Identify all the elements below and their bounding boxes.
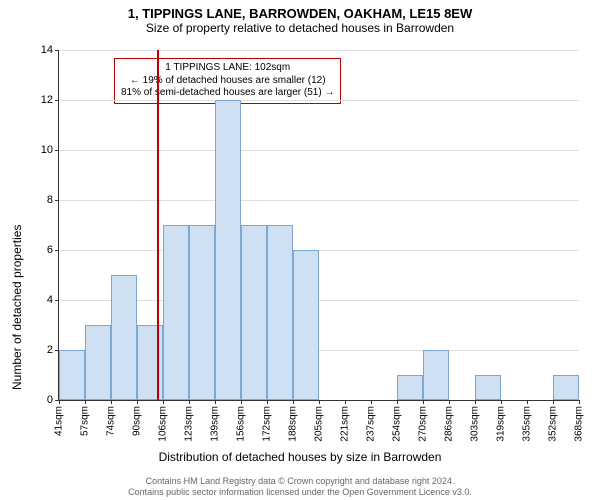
histogram-bar — [189, 225, 215, 400]
histogram-bar — [137, 325, 163, 400]
footer: Contains HM Land Registry data © Crown c… — [0, 476, 600, 498]
xtick-label: 156sqm — [236, 406, 247, 442]
annotation-box: 1 TIPPINGS LANE: 102sqm ← 19% of detache… — [114, 58, 341, 104]
xtick-mark — [397, 400, 398, 404]
xtick-label: 123sqm — [184, 406, 195, 442]
reference-line — [157, 50, 159, 400]
histogram-bar — [163, 225, 189, 400]
x-axis-label: Distribution of detached houses by size … — [0, 450, 600, 464]
histogram-bar — [215, 100, 241, 400]
xtick-mark — [59, 400, 60, 404]
xtick-label: 74sqm — [106, 406, 117, 436]
gridline — [59, 300, 579, 301]
plot-area: 1 TIPPINGS LANE: 102sqm ← 19% of detache… — [58, 50, 579, 401]
xtick-mark — [163, 400, 164, 404]
xtick-label: 139sqm — [210, 406, 221, 442]
xtick-mark — [215, 400, 216, 404]
y-axis-label: Number of detached properties — [10, 225, 24, 390]
xtick-mark — [267, 400, 268, 404]
chart-container: 1, TIPPINGS LANE, BARROWDEN, OAKHAM, LE1… — [0, 0, 600, 500]
xtick-mark — [241, 400, 242, 404]
histogram-bar — [59, 350, 85, 400]
ytick-label: 12 — [41, 94, 59, 106]
ytick-label: 0 — [47, 394, 59, 406]
footer-line2: Contains public sector information licen… — [0, 487, 600, 498]
xtick-label: 221sqm — [340, 406, 351, 442]
xtick-label: 41sqm — [54, 406, 65, 436]
xtick-mark — [527, 400, 528, 404]
histogram-bar — [475, 375, 501, 400]
xtick-mark — [579, 400, 580, 404]
xtick-mark — [137, 400, 138, 404]
xtick-mark — [85, 400, 86, 404]
chart-subtitle: Size of property relative to detached ho… — [0, 21, 600, 39]
xtick-label: 303sqm — [470, 406, 481, 442]
annotation-line3: 81% of semi-detached houses are larger (… — [121, 87, 334, 100]
gridline — [59, 50, 579, 51]
histogram-bar — [267, 225, 293, 400]
xtick-label: 368sqm — [574, 406, 585, 442]
ytick-label: 6 — [47, 244, 59, 256]
ytick-label: 4 — [47, 294, 59, 306]
ytick-label: 2 — [47, 344, 59, 356]
xtick-label: 237sqm — [366, 406, 377, 442]
xtick-mark — [371, 400, 372, 404]
xtick-label: 254sqm — [392, 406, 403, 442]
xtick-mark — [345, 400, 346, 404]
xtick-label: 286sqm — [444, 406, 455, 442]
histogram-bar — [293, 250, 319, 400]
xtick-mark — [293, 400, 294, 404]
histogram-bar — [423, 350, 449, 400]
histogram-bar — [85, 325, 111, 400]
xtick-label: 188sqm — [288, 406, 299, 442]
xtick-label: 319sqm — [496, 406, 507, 442]
xtick-label: 352sqm — [548, 406, 559, 442]
xtick-label: 172sqm — [262, 406, 273, 442]
chart-title: 1, TIPPINGS LANE, BARROWDEN, OAKHAM, LE1… — [0, 0, 600, 21]
ytick-label: 8 — [47, 194, 59, 206]
xtick-label: 106sqm — [158, 406, 169, 442]
gridline — [59, 150, 579, 151]
annotation-line1: 1 TIPPINGS LANE: 102sqm — [121, 62, 334, 75]
gridline — [59, 250, 579, 251]
xtick-mark — [449, 400, 450, 404]
xtick-mark — [423, 400, 424, 404]
gridline — [59, 100, 579, 101]
histogram-bar — [553, 375, 579, 400]
xtick-mark — [111, 400, 112, 404]
xtick-label: 270sqm — [418, 406, 429, 442]
xtick-label: 57sqm — [80, 406, 91, 436]
xtick-label: 205sqm — [314, 406, 325, 442]
xtick-mark — [189, 400, 190, 404]
annotation-line2: ← 19% of detached houses are smaller (12… — [121, 75, 334, 88]
ytick-label: 14 — [41, 44, 59, 56]
xtick-label: 90sqm — [132, 406, 143, 436]
xtick-label: 335sqm — [522, 406, 533, 442]
xtick-mark — [553, 400, 554, 404]
ytick-label: 10 — [41, 144, 59, 156]
xtick-mark — [475, 400, 476, 404]
xtick-mark — [319, 400, 320, 404]
histogram-bar — [241, 225, 267, 400]
histogram-bar — [111, 275, 137, 400]
gridline — [59, 200, 579, 201]
histogram-bar — [397, 375, 423, 400]
xtick-mark — [501, 400, 502, 404]
footer-line1: Contains HM Land Registry data © Crown c… — [0, 476, 600, 487]
